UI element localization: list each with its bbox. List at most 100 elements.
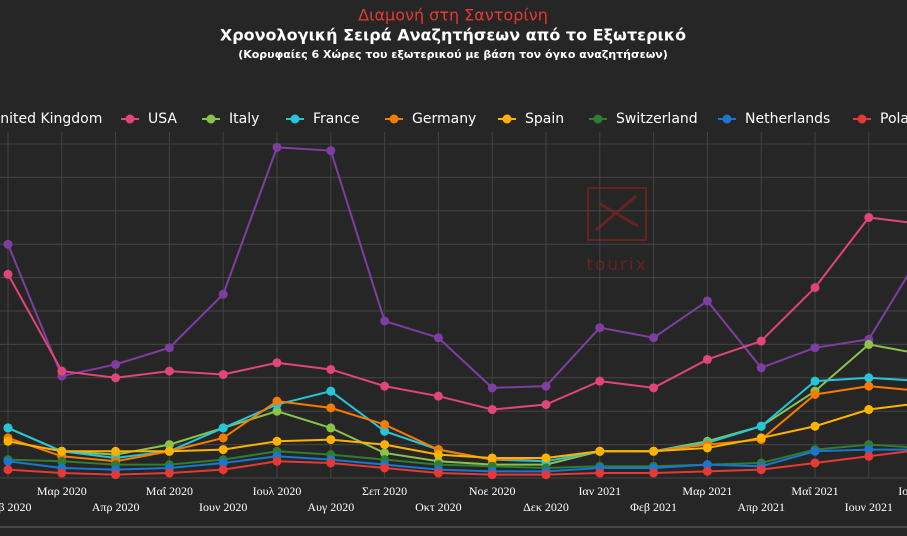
data-point xyxy=(3,436,13,446)
data-point xyxy=(57,366,67,376)
data-point xyxy=(3,465,13,475)
data-point xyxy=(218,289,228,299)
legend-label: USA xyxy=(148,111,177,127)
data-point xyxy=(487,405,497,415)
data-point xyxy=(433,333,443,343)
data-point xyxy=(756,465,766,475)
data-point xyxy=(57,468,67,478)
series-line xyxy=(7,448,907,473)
data-point xyxy=(595,376,605,386)
data-point xyxy=(810,283,820,293)
data-point xyxy=(272,142,282,152)
data-point xyxy=(541,381,551,391)
data-point xyxy=(326,435,336,445)
data-point xyxy=(3,269,13,279)
data-point xyxy=(595,323,605,333)
x-tick-label: Ιουλ 2020 xyxy=(253,484,302,498)
data-point xyxy=(326,386,336,396)
x-tick-label: Ιουν 2021 xyxy=(845,500,893,514)
data-point xyxy=(864,381,874,391)
data-point xyxy=(595,446,605,456)
watermark-text: tourix xyxy=(586,255,648,275)
x-tick-label: Μαρ 2020 xyxy=(37,484,87,498)
data-point xyxy=(272,456,282,466)
data-point xyxy=(810,446,820,456)
legend-label: Germany xyxy=(412,111,476,127)
data-point xyxy=(433,391,443,401)
data-point xyxy=(164,446,174,456)
data-point xyxy=(864,451,874,461)
legend-label: Poland xyxy=(880,111,907,127)
data-point xyxy=(756,363,766,373)
data-point xyxy=(218,445,228,455)
series-line xyxy=(7,403,907,459)
data-point xyxy=(702,466,712,476)
data-point xyxy=(864,445,874,455)
data-point xyxy=(541,470,551,480)
data-point xyxy=(810,343,820,353)
series-line xyxy=(7,443,907,469)
data-point xyxy=(702,354,712,364)
data-point xyxy=(433,468,443,478)
data-point xyxy=(164,440,174,450)
data-point xyxy=(326,146,336,156)
legend-label: Italy xyxy=(229,111,259,127)
data-point xyxy=(380,463,390,473)
x-tick-label: Δεκ 2020 xyxy=(523,500,569,514)
chart-subtitle: Χρονολογική Σειρά Αναζητήσεων από το Εξω… xyxy=(220,26,686,45)
data-point xyxy=(57,446,67,456)
data-point xyxy=(756,433,766,443)
data-point xyxy=(649,383,659,393)
x-tick-label: Νοε 2020 xyxy=(469,484,516,498)
data-point xyxy=(810,376,820,386)
data-point xyxy=(272,406,282,416)
data-point xyxy=(164,343,174,353)
data-point xyxy=(541,453,551,463)
legend-label: United Kingdom xyxy=(0,111,102,127)
data-point xyxy=(218,433,228,443)
data-point xyxy=(326,403,336,413)
series-line xyxy=(7,343,907,466)
legend-marker xyxy=(857,114,867,124)
legend-label: Spain xyxy=(525,111,564,127)
data-point xyxy=(272,358,282,368)
data-point xyxy=(111,446,121,456)
legend-marker xyxy=(206,114,216,124)
x-tick-label: Αυγ 2020 xyxy=(307,500,354,514)
data-point xyxy=(3,456,13,466)
data-point xyxy=(326,423,336,433)
data-point xyxy=(111,373,121,383)
x-tick-label: Μαΐ 2020 xyxy=(146,484,193,498)
legend-label: Netherlands xyxy=(745,111,830,127)
legend-marker xyxy=(290,114,300,124)
x-tick-label: Μαρ 2021 xyxy=(682,484,732,498)
data-point xyxy=(487,470,497,480)
data-point xyxy=(649,333,659,343)
data-point xyxy=(541,400,551,410)
data-point xyxy=(380,440,390,450)
chart-note: (Κορυφαίες 6 Χώρες του εξωτερικού με βάσ… xyxy=(238,48,668,61)
legend-marker xyxy=(502,114,512,124)
legend-marker xyxy=(722,114,732,124)
x-tick-label: Φεβ 2021 xyxy=(630,500,677,514)
data-point xyxy=(380,448,390,458)
data-point xyxy=(164,366,174,376)
data-point xyxy=(864,212,874,222)
data-point xyxy=(595,468,605,478)
x-tick-label: Ιουλ 2021 xyxy=(898,484,907,498)
data-point xyxy=(111,470,121,480)
data-point xyxy=(756,421,766,431)
data-point xyxy=(380,426,390,436)
legend-marker xyxy=(125,114,135,124)
data-point xyxy=(380,316,390,326)
data-point xyxy=(433,450,443,460)
data-point xyxy=(380,420,390,430)
series-line xyxy=(7,385,907,463)
x-tick-label: Φεβ 2020 xyxy=(0,500,31,514)
data-point xyxy=(810,421,820,431)
data-point xyxy=(218,465,228,475)
series-line xyxy=(7,450,907,476)
